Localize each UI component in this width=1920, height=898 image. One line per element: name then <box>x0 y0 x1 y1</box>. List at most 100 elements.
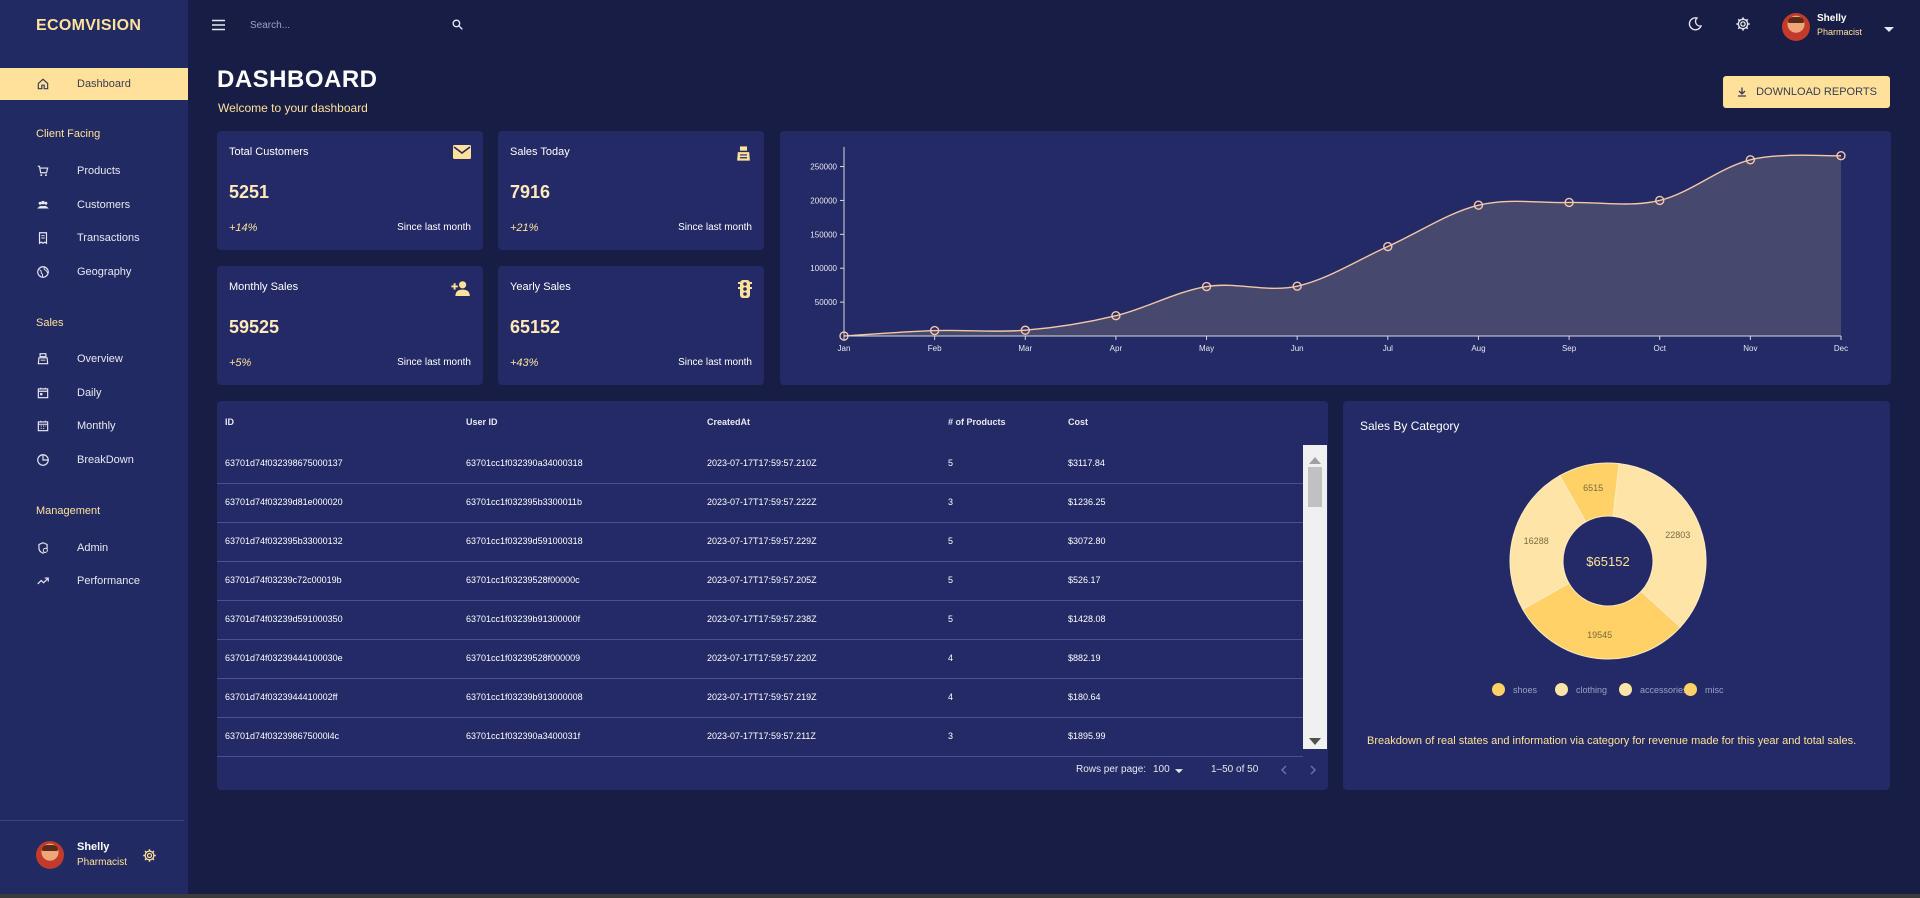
table-row[interactable]: 63701d74f03239d591000350 63701cc1f03239b9… <box>217 601 1303 640</box>
search-input[interactable]: Search... <box>250 19 291 31</box>
stat-title: Sales Today <box>510 146 570 158</box>
sidebar-user[interactable]: Shelly Pharmacist <box>34 838 184 874</box>
admin-panel-icon <box>36 541 50 555</box>
chevron-down-icon[interactable] <box>1884 20 1894 38</box>
menu-icon[interactable] <box>212 18 225 36</box>
sidebar-item-products[interactable]: Products <box>0 155 188 187</box>
cell-user-id: 63701cc1f032395b3300011b <box>466 497 582 507</box>
stat-since: Since last month <box>678 222 752 233</box>
table-row[interactable]: 63701d74f03239d81e000020 63701cc1f032395b… <box>217 484 1303 523</box>
table-row[interactable]: 63701d74f032398675000137 63701cc1f032390a… <box>217 445 1303 484</box>
avatar[interactable] <box>1782 13 1810 41</box>
rows-per-page-select[interactable]: 100 <box>1153 764 1170 775</box>
settings-icon[interactable] <box>142 848 157 868</box>
sidebar-item-geography[interactable]: Geography <box>0 256 188 288</box>
search-box[interactable]: Search... <box>250 13 464 37</box>
sidebar-item-customers[interactable]: Customers <box>0 189 188 221</box>
table-row[interactable]: 63701d74f0323944410002ff 63701cc1f03239b9… <box>217 679 1303 718</box>
sidebar-item-dashboard[interactable]: Dashboard <box>0 68 188 100</box>
x-tick-label: May <box>1199 344 1214 353</box>
table-row[interactable]: 63701d74f032395b33000132 63701cc1f03239d5… <box>217 523 1303 562</box>
stat-title: Total Customers <box>229 146 309 158</box>
sidebar-item-label: BreakDown <box>77 454 134 466</box>
sidebar-item-label: Products <box>77 165 121 177</box>
chart-data-point <box>1020 325 1030 335</box>
page-title: DASHBOARD <box>217 66 378 93</box>
pagination-range: 1–50 of 50 <box>1211 764 1259 775</box>
user-role: Pharmacist <box>77 857 128 868</box>
dark-mode-icon[interactable] <box>1687 16 1703 37</box>
sidebar-item-daily[interactable]: Daily <box>0 377 188 409</box>
cell-created-at: 2023-07-17T17:59:57.211Z <box>707 731 816 741</box>
x-tick-label: Dec <box>1834 344 1848 353</box>
stat-card-monthly-sales: Monthly Sales 59525 +5% Since last month <box>217 266 483 385</box>
cell-id: 63701d74f03239d81e000020 <box>225 497 343 507</box>
cell-cost: $1895.99 <box>1068 731 1106 741</box>
x-tick-label: Oct <box>1654 344 1667 353</box>
column-header-id[interactable]: ID <box>225 417 234 427</box>
receipt-icon <box>36 231 50 245</box>
avatar[interactable] <box>36 841 64 869</box>
stat-value: 7916 <box>510 182 551 202</box>
donut-slice-label: 22803 <box>1665 530 1690 540</box>
cell-id: 63701d74f032398675000137 <box>225 458 343 468</box>
groups-icon <box>36 198 50 212</box>
chevron-right-icon[interactable] <box>1310 765 1317 778</box>
sidebar-item-performance[interactable]: Performance <box>0 565 188 597</box>
stat-since: Since last month <box>397 222 471 233</box>
cell-cost: $1428.08 <box>1068 614 1106 624</box>
chart-data-point <box>929 325 940 336</box>
point-of-sale-icon <box>36 352 50 366</box>
table-row[interactable]: 63701d74f03239444100030e 63701cc1f0323952… <box>217 640 1303 679</box>
sidebar-divider <box>0 820 184 821</box>
scroll-up-icon[interactable] <box>1309 451 1321 469</box>
donut-description: Breakdown of real states and information… <box>1367 735 1857 747</box>
chart-data-point <box>1564 197 1574 208</box>
download-reports-button[interactable]: DOWNLOAD REPORTS <box>1723 76 1890 108</box>
cell-cost: $3117.84 <box>1068 458 1105 468</box>
table-scrollbar[interactable] <box>1303 445 1327 749</box>
cell-products: 5 <box>948 458 954 468</box>
settings-icon[interactable] <box>1735 16 1751 37</box>
chart-data-point <box>1836 151 1846 161</box>
column-header-user-id[interactable]: User ID <box>466 417 498 427</box>
section-client-facing: Client Facing <box>36 128 101 140</box>
table-row[interactable]: 63701d74f03239c72c00019b 63701cc1f0323952… <box>217 562 1303 601</box>
sidebar-item-overview[interactable]: Overview <box>0 343 188 375</box>
user-role: Pharmacist <box>1817 27 1863 37</box>
cell-created-at: 2023-07-17T17:59:57.219Z <box>707 692 817 702</box>
home-icon <box>36 77 50 91</box>
chart-data-point <box>1201 281 1212 292</box>
donut-title: Sales By Category <box>1360 419 1460 433</box>
sidebar-item-label: Transactions <box>77 232 140 244</box>
column-header-products[interactable]: # of Products <box>948 417 1006 427</box>
sidebar-item-breakdown[interactable]: BreakDown <box>0 444 188 476</box>
column-header-created-at[interactable]: CreatedAt <box>707 417 751 427</box>
cell-id: 63701d74f032398675000l4c <box>225 731 340 741</box>
email-icon <box>453 145 471 164</box>
cell-created-at: 2023-07-17T17:59:57.210Z <box>707 458 817 468</box>
y-tick-label: 50000 <box>815 298 838 307</box>
table-row[interactable]: 63701d74f032398675000l4c 63701cc1f032390a… <box>217 718 1303 757</box>
sidebar-item-monthly[interactable]: Monthly <box>0 410 188 442</box>
user-menu[interactable]: Shelly Pharmacist <box>1782 12 1902 42</box>
pie-chart-icon <box>36 453 50 467</box>
stat-value: 65152 <box>510 317 561 337</box>
sidebar-item-label: Daily <box>77 387 102 399</box>
sidebar-item-transactions[interactable]: Transactions <box>0 222 188 254</box>
y-tick-label: 100000 <box>810 264 837 273</box>
search-icon[interactable] <box>451 18 464 36</box>
sidebar-item-admin[interactable]: Admin <box>0 532 188 564</box>
cell-user-id: 63701cc1f03239528f00000c <box>466 575 580 585</box>
donut-slice-label: 16288 <box>1524 536 1549 546</box>
cell-id: 63701d74f0323944410002ff <box>225 692 338 702</box>
chevron-down-icon[interactable] <box>1175 766 1183 777</box>
scroll-down-icon[interactable] <box>1309 733 1321 751</box>
column-header-cost[interactable]: Cost <box>1068 417 1088 427</box>
chevron-left-icon[interactable] <box>1280 765 1287 778</box>
scrollbar-thumb[interactable] <box>1308 467 1322 507</box>
stat-value: 5251 <box>229 182 270 202</box>
cell-user-id: 63701cc1f03239d591000318 <box>466 536 583 546</box>
legend-item-clothing: clothing <box>1555 683 1607 696</box>
